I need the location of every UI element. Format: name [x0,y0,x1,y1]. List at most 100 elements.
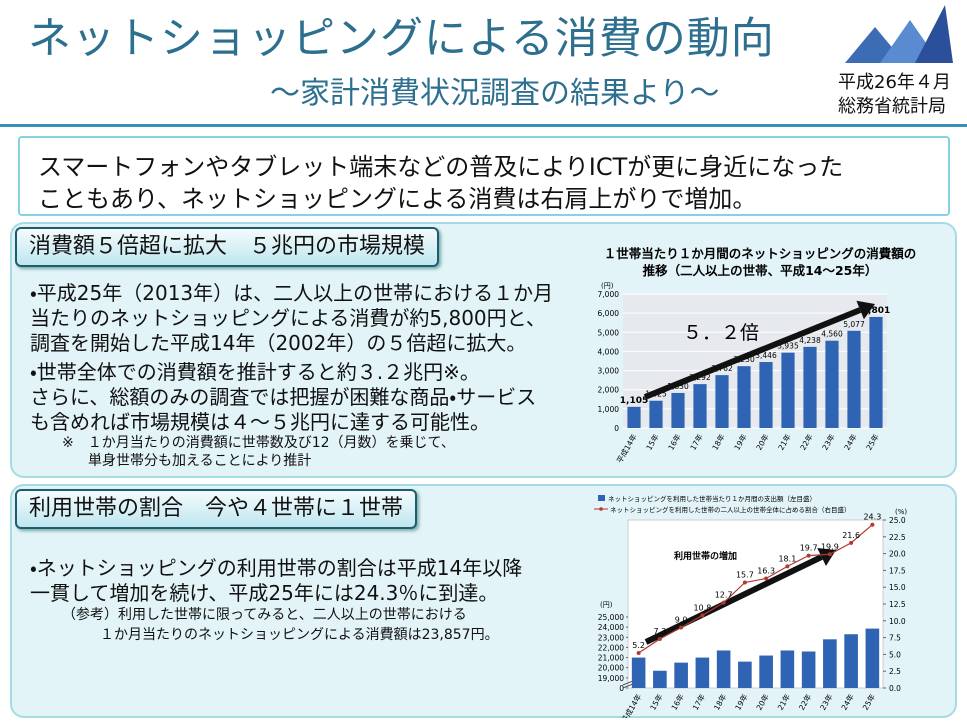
x-tick-label: 21年 [775,692,792,712]
bar [844,634,858,688]
legend-swatch [599,507,603,511]
line-point [870,522,875,527]
arrow [644,554,823,645]
x-tick-label: 16年 [666,432,683,452]
section-heading: 利用世帯の割合 今や４世帯に１世帯 [15,489,418,529]
bar [674,662,688,688]
org: 総務省統計局 [838,96,946,117]
axis-break [622,680,634,689]
y2-tick-label: 2.5 [889,667,901,676]
x-tick-label: 15年 [647,692,664,712]
y-tick-label: 0 [619,684,624,693]
bar [823,639,837,688]
summary-box [18,136,950,216]
value-label: 9.0 [675,616,688,625]
x-tick-label: 17年 [688,432,705,452]
x-tick-label: 18年 [711,692,728,712]
summary-line: スマートフォンやタブレット端末などの普及によりICTが更に身近になった [38,153,844,181]
x-tick-label: 17年 [690,692,707,712]
y2-tick-label: 5.0 [889,650,901,659]
bar [801,651,816,688]
bar [780,650,795,688]
line-point [721,600,726,605]
line [638,524,873,654]
bar [716,650,731,688]
plot-area [627,519,884,689]
bar [627,406,641,428]
value-label: 18.1 [778,554,796,563]
y-unit: (円) [600,601,613,609]
chart-title: １世帯当たり１か月間のネットショッピングの消費額の [604,246,917,261]
y2-tick-label: 12.5 [889,600,906,609]
y2-tick-label: 20.0 [889,550,906,559]
line-point [764,576,769,581]
value-label: 4,560 [821,330,843,339]
line-point [679,625,684,630]
x-tick-label: 19年 [732,432,749,452]
y-tick-label: 2,000 [598,386,620,395]
bar [803,346,817,428]
legend-label: ネットショッピングを利用した世帯の二人以上の世帯全体に占める割合（右目盛） [610,505,851,514]
y2-tick-label: 0.0 [889,684,901,693]
arrow-head [817,547,836,566]
x-tick-label: 24年 [839,692,856,712]
bar [737,366,751,428]
x-tick-label: 24年 [842,432,859,452]
y-tick-label: 20,000 [598,664,624,673]
chart-title: 推移（二人以上の世帯、平成14～25年） [643,263,878,278]
chart: ネットショッピングを利用した世帯当たり１か月間の支出額（左目盛） ネットショッピン… [594,494,907,718]
x-tick-label: 15年 [644,432,661,452]
value-label: 5,077 [843,320,865,329]
y-tick-label: 25,000 [598,613,624,622]
x-tick-label: 平成14年 [614,432,639,465]
line-point [742,580,747,585]
y2-unit: (%) [895,508,907,516]
x-tick-label: 20年 [754,432,771,452]
bar [671,392,685,428]
note-line: （参考）利用した世帯に限ってみると、二人以上の世帯における [62,607,467,623]
title: ネットショッピングによる消費の動向 [28,14,775,64]
x-tick-label: 20年 [754,692,771,712]
logo [845,5,953,63]
value-label: 5.2 [632,641,645,650]
bar [631,657,646,688]
y-tick-label: 0 [614,424,619,433]
body-line: 当たりのネットショッピングによる消費が約5,800円と、 [30,306,546,330]
bar [695,657,710,688]
value-label: 1,105 [620,396,648,406]
body-line: ・世帯全体での消費額を推計すると約３.２兆円※。 [30,360,480,384]
body-line: さらに、総額のみの調査では把握が困難な商品・サービス [30,385,537,409]
value-label: 3,446 [755,351,777,360]
bar [715,375,729,428]
annotation: 利用世帯の増加 [673,550,737,562]
x-tick-label: 19年 [732,692,749,712]
bar [865,628,880,688]
y-tick-label: 6,000 [598,309,620,318]
y-tick-label: 22,000 [598,643,624,652]
value-label: 19.9 [821,542,839,551]
y2-tick-label: 25.0 [889,516,906,525]
body-line: ・平成25年（2013年）は、二人以上の世帯における１か月 [30,281,554,305]
x-tick-label: 平成14年 [619,692,644,718]
bar [653,670,667,688]
value-label: 3,935 [777,342,799,351]
y2-tick-label: 15.0 [889,583,906,592]
x-tick-label: 21年 [776,432,793,452]
y2-tick-label: 22.5 [889,533,906,542]
bar [649,400,663,428]
bar [781,352,795,428]
line-point [700,613,705,618]
legend-label: ネットショッピングを利用した世帯当たり１か月間の支出額（左目盛） [608,494,816,503]
bar [759,655,773,688]
y-tick-label: 3,000 [598,367,620,376]
y-tick-label: 4,000 [598,347,620,356]
value-label: 21.6 [842,531,860,540]
y-tick-label: 21,000 [598,654,624,663]
note-line: １か月当たりのネットショッピングによる消費額は23,857円。 [100,627,499,643]
date: 平成26年４月 [838,72,951,93]
y-tick-label: 7,000 [598,290,620,299]
x-tick-label: 22年 [796,692,813,712]
y2-tick-label: 7.5 [889,634,901,643]
line-point [785,564,790,569]
